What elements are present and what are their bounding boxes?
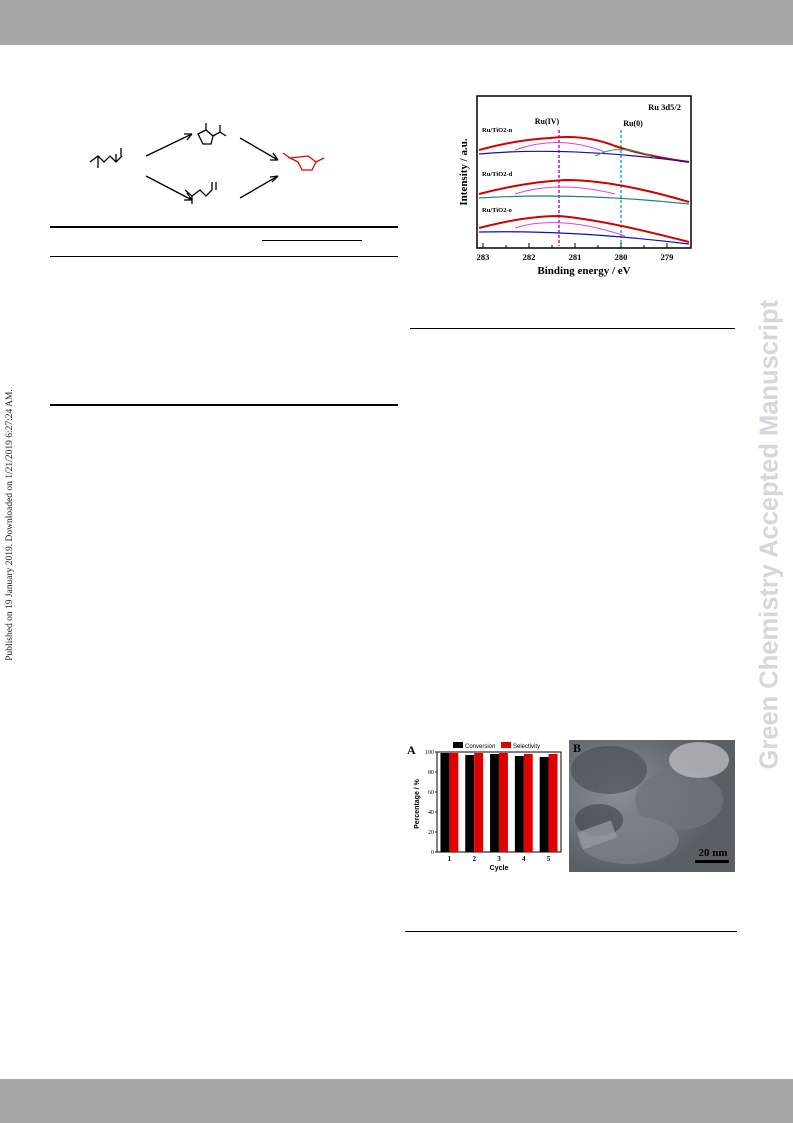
recycle-caption-rule <box>405 931 737 932</box>
footer-band <box>0 1079 793 1123</box>
reaction-scheme <box>89 123 325 204</box>
legend-selectivity: Selectivity <box>513 744 540 750</box>
table-bottom-rule <box>50 404 398 406</box>
xps-ylabel: Intensity / a.u. <box>458 138 470 205</box>
xps-caption-rule <box>410 328 735 329</box>
xps-sample-label: Ru/TiO2-o <box>482 207 512 214</box>
xps-peak-label-ru0: Ru(0) <box>623 119 643 128</box>
bar-conversion-cycle-4 <box>514 756 524 852</box>
xps-xtick: 279 <box>661 252 674 262</box>
bar-ytick: 100 <box>425 750 434 756</box>
bar-xtick: 2 <box>472 855 476 863</box>
bar-selectivity-cycle-1 <box>449 753 459 852</box>
bar-conversion-cycle-3 <box>490 754 499 852</box>
bar-conversion-cycle-2 <box>465 755 475 852</box>
bar-ytick: 0 <box>431 850 434 856</box>
xps-spectrum-o <box>478 214 690 243</box>
bar-selectivity-cycle-5 <box>548 754 558 852</box>
bar-xtick: 3 <box>497 855 501 863</box>
xps-fit-o <box>514 222 626 237</box>
panel-b-label: B <box>573 741 581 755</box>
xps-frame <box>476 95 692 249</box>
xps-xlabel: Binding energy / eV <box>537 265 630 277</box>
legend-conversion: Conversion <box>465 744 495 750</box>
bar-ytick: 20 <box>428 830 434 836</box>
xps-baseline-o <box>478 231 690 245</box>
xps-sample-label: Ru/TiO2-d <box>482 171 513 178</box>
published-note: Published on 19 January 2019. Downloaded… <box>5 389 15 661</box>
xps-fit-n-ru0 <box>594 148 656 159</box>
bar-xtick: 4 <box>522 855 526 863</box>
tem-scale-label: 20 nm <box>698 847 727 859</box>
bar-selectivity-cycle-3 <box>499 753 508 852</box>
xps-baseline-d <box>478 195 690 205</box>
bar-xlabel: Cycle <box>490 865 509 872</box>
table-header-rule <box>50 256 398 257</box>
recycle-figure: A Conversion Selectivity 0 20 40 60 80 100 1 2… <box>405 740 735 872</box>
table-top-rule <box>50 226 398 228</box>
bar-conversion-cycle-5 <box>539 757 549 852</box>
bar-conversion-cycle-1 <box>440 753 450 852</box>
xps-baseline-n <box>478 150 690 163</box>
bar-xtick: 1 <box>448 855 452 863</box>
xps-peak-label-ru4: Ru(IV) <box>535 117 560 126</box>
tem-image: B 20 nm <box>569 740 735 872</box>
bar-ytick: 40 <box>428 810 434 816</box>
xps-xtick: 280 <box>615 252 628 262</box>
xps-panel-label: Ru 3d5/2 <box>648 102 681 112</box>
xps-fit-n <box>514 142 606 153</box>
bar-ylabel: Percentage / % <box>414 778 421 829</box>
bar-selectivity-cycle-2 <box>474 753 484 852</box>
header-band <box>0 0 793 45</box>
bar-selectivity-cycle-4 <box>523 754 533 852</box>
bar-ytick: 60 <box>428 790 434 796</box>
recycle-bar-chart: A Conversion Selectivity 0 20 40 60 80 100 1 2… <box>407 742 562 872</box>
legend-swatch-selectivity <box>501 742 511 748</box>
bar-ytick: 80 <box>428 770 434 776</box>
xps-sample-label: Ru/TiO2-n <box>482 127 513 134</box>
xps-xtick: 281 <box>569 252 582 262</box>
xps-fit-d <box>514 186 616 195</box>
legend-swatch-conversion <box>453 742 463 748</box>
watermark: Green Chemistry Accepted Manuscript <box>755 299 784 770</box>
table-subheader-rule <box>262 240 362 241</box>
bar-xtick: 5 <box>547 855 551 863</box>
tem-scale-bar <box>695 860 729 863</box>
xps-figure: 283 282 281 280 279 Binding energy / eV … <box>458 95 692 277</box>
xps-xtick: 282 <box>523 252 536 262</box>
panel-a-label: A <box>407 743 416 757</box>
xps-xtick: 283 <box>477 252 490 262</box>
xps-spectrum-d <box>478 178 690 203</box>
